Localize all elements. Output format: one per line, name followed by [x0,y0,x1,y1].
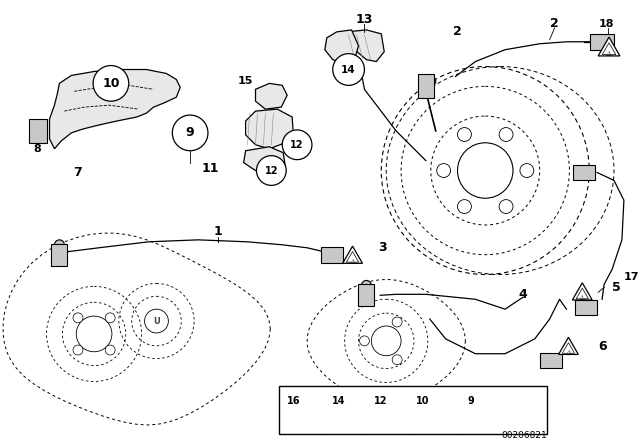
FancyBboxPatch shape [590,34,614,50]
Circle shape [458,200,472,214]
Circle shape [73,345,83,355]
Text: 9: 9 [467,396,474,406]
Circle shape [499,128,513,142]
Text: 4: 4 [518,288,527,301]
Circle shape [458,128,472,142]
Polygon shape [49,69,180,149]
Text: 16: 16 [287,396,301,406]
Circle shape [54,240,65,250]
Text: 14: 14 [332,396,345,406]
FancyBboxPatch shape [573,164,595,181]
Circle shape [105,345,115,355]
FancyBboxPatch shape [575,300,597,314]
Text: ⚠: ⚠ [606,51,612,56]
Bar [279,387,547,434]
Polygon shape [559,337,579,354]
Polygon shape [244,147,285,172]
Text: 17: 17 [624,272,639,283]
Circle shape [362,280,371,290]
Circle shape [333,54,364,86]
Circle shape [392,355,402,365]
Circle shape [73,313,83,323]
Text: 18: 18 [599,19,614,29]
Text: 2: 2 [453,26,462,39]
Circle shape [76,316,112,352]
Text: 5: 5 [612,281,621,294]
Text: 12: 12 [264,165,278,176]
Circle shape [436,164,451,177]
Text: ⚠: ⚠ [565,350,572,356]
Text: 9: 9 [186,126,195,139]
Text: 1: 1 [214,225,222,238]
Text: ⚠: ⚠ [349,258,356,265]
Polygon shape [342,246,362,263]
Circle shape [392,317,402,327]
Text: 12: 12 [291,140,304,150]
FancyBboxPatch shape [358,284,374,306]
Text: 2: 2 [550,17,559,30]
Circle shape [520,164,534,177]
FancyBboxPatch shape [29,119,47,143]
Text: 00206821: 00206821 [501,431,547,440]
Text: 11: 11 [201,162,219,175]
Text: 14: 14 [341,65,356,74]
Text: 7: 7 [73,166,82,179]
Text: 10: 10 [102,77,120,90]
FancyBboxPatch shape [540,353,561,368]
Circle shape [93,65,129,101]
Text: U: U [153,317,160,326]
Polygon shape [246,109,293,149]
Polygon shape [598,37,620,56]
Text: 6: 6 [598,340,607,353]
Polygon shape [255,83,287,109]
Polygon shape [325,30,358,64]
Text: 15: 15 [238,77,253,86]
Circle shape [426,77,436,86]
Circle shape [105,313,115,323]
Text: ⚠: ⚠ [579,295,586,301]
Text: 3: 3 [378,241,387,254]
Circle shape [499,200,513,214]
Text: 10: 10 [416,396,429,406]
FancyBboxPatch shape [51,244,67,266]
Circle shape [360,336,369,346]
Circle shape [282,130,312,159]
Polygon shape [344,30,384,61]
Text: 13: 13 [356,13,373,26]
Polygon shape [572,283,592,300]
FancyBboxPatch shape [418,74,434,98]
Circle shape [257,155,286,185]
Circle shape [575,168,585,177]
Circle shape [172,115,208,151]
Text: 8: 8 [34,144,42,154]
FancyBboxPatch shape [321,247,342,263]
Text: 12: 12 [374,396,388,406]
